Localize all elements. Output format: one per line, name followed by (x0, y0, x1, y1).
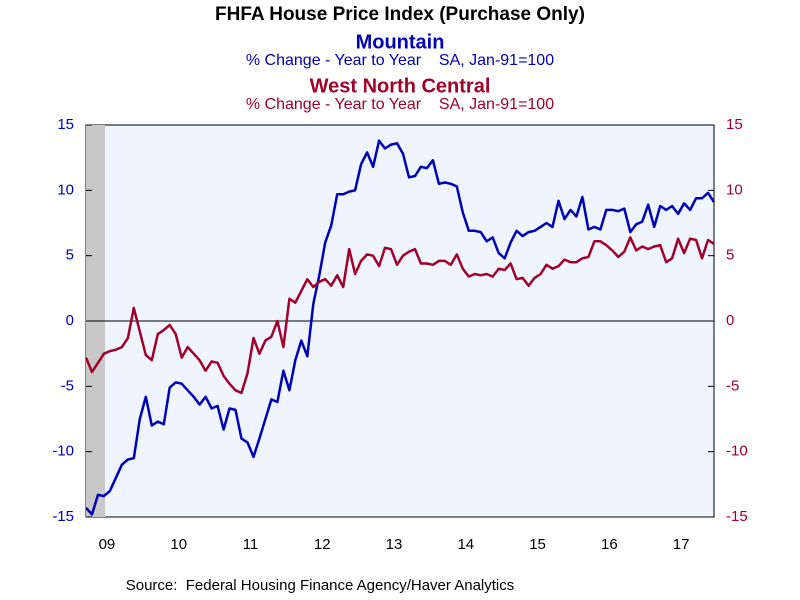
y2-tick-label: 0 (726, 312, 734, 329)
x-tick-label: 13 (386, 536, 403, 553)
series-line (84, 236, 715, 395)
series-line (85, 139, 716, 516)
series-subtitle: % Change - Year to Year SA, Jan-91=100 (246, 96, 554, 113)
y-tick-label: -10 (52, 443, 74, 460)
series-name: Mountain (356, 31, 445, 53)
y2-tick-label: -5 (726, 377, 739, 394)
y2-tick-label: 15 (726, 116, 743, 133)
source: Source: Federal Housing Finance Agency/H… (126, 577, 515, 594)
x-tick-label: 17 (673, 536, 690, 553)
y-tick-label: 10 (57, 181, 74, 198)
x-tick-label: 09 (99, 536, 116, 553)
x-tick-label: 10 (170, 536, 187, 553)
y-tick-label: -5 (61, 377, 74, 394)
series-subtitle: % Change - Year to Year SA, Jan-91=100 (246, 52, 554, 69)
y2-tick-label: -15 (726, 508, 748, 525)
x-tick-label: 15 (529, 536, 546, 553)
y-tick-label: -15 (52, 508, 74, 525)
y2-tick-label: 5 (726, 247, 734, 264)
series-name: West North Central (310, 75, 491, 97)
y-tick-label: 5 (66, 247, 74, 264)
x-tick-label: 12 (314, 536, 331, 553)
chart-title: FHFA House Price Index (Purchase Only) (215, 4, 585, 25)
x-tick-label: 14 (457, 536, 474, 553)
y-tick-label: 15 (57, 116, 74, 133)
x-tick-label: 16 (601, 536, 618, 553)
y2-tick-label: -10 (726, 443, 748, 460)
y2-tick-label: 10 (726, 181, 743, 198)
y-tick-label: 0 (66, 312, 74, 329)
x-tick-label: 11 (243, 536, 259, 553)
